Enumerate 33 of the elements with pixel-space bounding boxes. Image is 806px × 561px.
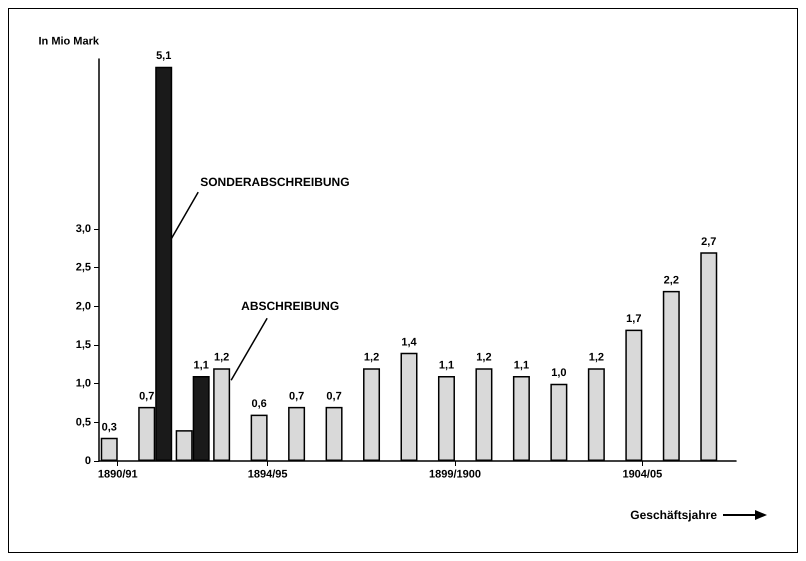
x-tick-label: 1904/05 <box>622 468 662 480</box>
y-tick-label: 2,5 <box>76 262 91 274</box>
data-label: 0,7 <box>288 390 304 402</box>
y-tick-label: 0,5 <box>76 416 91 428</box>
y-tick-label: 1,0 <box>76 378 91 390</box>
data-label: 1,2 <box>364 352 380 364</box>
x-tick-label: 1899/1900 <box>428 468 481 480</box>
data-label: 1,0 <box>551 367 567 380</box>
data-label: 2,2 <box>664 274 679 286</box>
data-label: 1,2 <box>214 352 230 364</box>
y-axis-title: In Mio Mark <box>38 36 100 48</box>
data-label: 0,7 <box>326 390 342 402</box>
data-label: 1,2 <box>476 352 492 364</box>
data-label: 1,2 <box>588 352 604 364</box>
y-tick-label: 0 <box>84 455 91 467</box>
x-tick-label: 1894/95 <box>248 468 288 480</box>
data-label: 2,7 <box>701 236 716 248</box>
data-label: 1,1 <box>194 359 209 372</box>
y-tick-label: 2,0 <box>76 300 91 312</box>
x-axis-title: Geschäftsjahre <box>630 508 717 522</box>
data-label: 0,6 <box>251 398 267 410</box>
data-label: 1,1 <box>438 359 454 372</box>
data-label: 0,3 <box>102 421 117 434</box>
text: SONDERABSCHREIBUNG <box>200 175 350 190</box>
y-tick-label: 1,5 <box>76 339 91 352</box>
data-label: 1,4 <box>401 336 418 348</box>
data-label: 1,1 <box>514 359 530 372</box>
data-label: 5,1 <box>156 50 172 62</box>
data-label: 1,7 <box>626 313 642 326</box>
data-label: 0,7 <box>139 390 154 402</box>
text: ABSCHREIBUNG <box>241 299 340 314</box>
y-tick-label: 3,0 <box>76 223 91 236</box>
x-tick-label: 1890/91 <box>98 468 138 480</box>
